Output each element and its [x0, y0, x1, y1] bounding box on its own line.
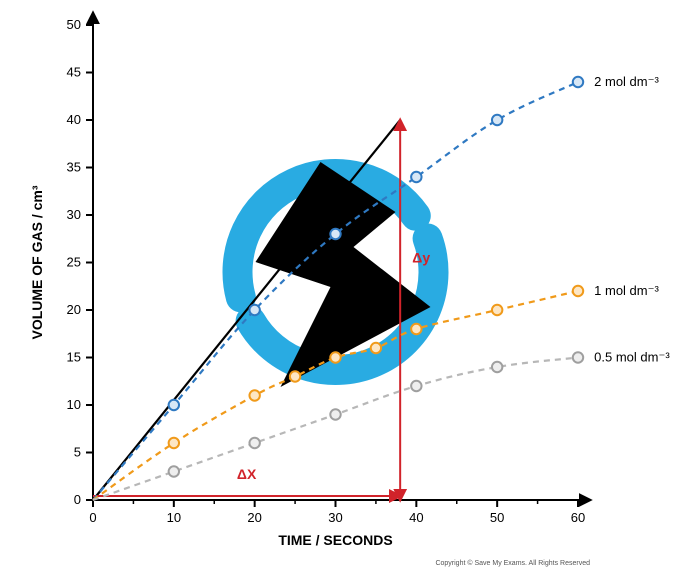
series-marker [249, 390, 259, 400]
x-tick-label: 40 [409, 510, 423, 525]
y-tick-label: 35 [67, 160, 81, 175]
series-marker [330, 229, 340, 239]
series-marker [411, 381, 421, 391]
series-marker [411, 324, 421, 334]
x-tick-label: 60 [571, 510, 585, 525]
series-marker [330, 409, 340, 419]
y-tick-label: 0 [74, 492, 81, 507]
series-label: 1 mol dm⁻³ [594, 283, 659, 298]
x-axis-label: TIME / SECONDS [278, 532, 392, 548]
x-tick-label: 30 [328, 510, 342, 525]
series-marker [249, 438, 259, 448]
series-marker [573, 286, 583, 296]
y-tick-label: 25 [67, 255, 81, 270]
series-marker [330, 352, 340, 362]
x-tick-label: 20 [247, 510, 261, 525]
series-marker [492, 362, 502, 372]
chart-container: { "chart": { "type": "line-scatter", "wi… [0, 0, 700, 572]
chart-svg: 0 5 10 15 20 25 30 35 40 45 50 0 10 20 30 40 50 60 TIME / … [0, 0, 700, 572]
x-tick-label: 50 [490, 510, 504, 525]
series-marker [371, 343, 381, 353]
series-marker [573, 352, 583, 362]
y-axis-label: VOLUME OF GAS / cm³ [29, 185, 45, 339]
series-marker [411, 172, 421, 182]
y-tick-label: 45 [67, 65, 81, 80]
series-marker [492, 115, 502, 125]
x-tick-label: 10 [167, 510, 181, 525]
y-tick-label: 50 [67, 17, 81, 32]
y-tick-label: 20 [67, 302, 81, 317]
y-tick-label: 15 [67, 350, 81, 365]
x-tick-label: 0 [89, 510, 96, 525]
series-label: 0.5 mol dm⁻³ [594, 350, 670, 365]
series-marker [169, 400, 179, 410]
delta-y-label: Δy [412, 250, 430, 266]
series-marker [492, 305, 502, 315]
y-tick-label: 30 [67, 207, 81, 222]
series-marker [169, 466, 179, 476]
series-label: 2 mol dm⁻³ [594, 74, 659, 89]
copyright-text: Copyright © Save My Exams. All Rights Re… [435, 559, 590, 567]
y-tick-label: 5 [74, 445, 81, 460]
y-tick-label: 10 [67, 397, 81, 412]
series-marker [573, 77, 583, 87]
series-marker [290, 371, 300, 381]
delta-x-label: ΔX [237, 466, 257, 482]
series-marker [169, 438, 179, 448]
series-marker [249, 305, 259, 315]
y-tick-label: 40 [67, 112, 81, 127]
